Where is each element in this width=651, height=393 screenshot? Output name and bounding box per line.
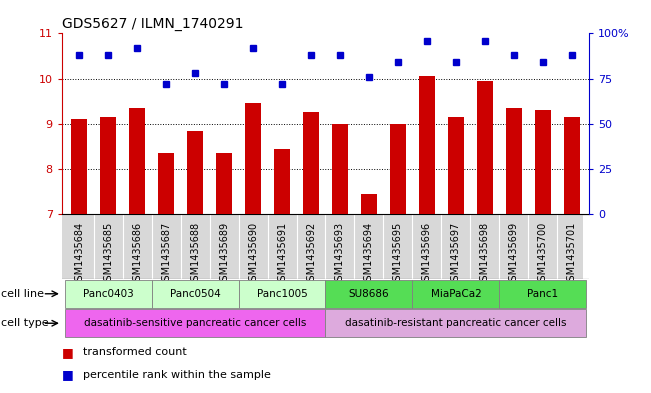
Bar [216, 153, 232, 214]
Text: GSM1435684: GSM1435684 [74, 222, 84, 287]
Text: dasatinib-sensitive pancreatic cancer cells: dasatinib-sensitive pancreatic cancer ce… [84, 318, 307, 328]
Text: GSM1435690: GSM1435690 [248, 222, 258, 287]
Bar [448, 117, 464, 214]
Text: GDS5627 / ILMN_1740291: GDS5627 / ILMN_1740291 [62, 17, 243, 31]
Text: Panc1: Panc1 [527, 289, 559, 299]
Bar [129, 108, 145, 214]
Text: cell line: cell line [1, 289, 44, 299]
FancyBboxPatch shape [326, 309, 587, 337]
Bar [187, 130, 203, 214]
FancyBboxPatch shape [413, 280, 499, 308]
FancyBboxPatch shape [152, 280, 238, 308]
Bar [477, 81, 493, 214]
FancyBboxPatch shape [499, 280, 587, 308]
Bar [419, 76, 435, 214]
Text: GSM1435700: GSM1435700 [538, 222, 547, 287]
Text: GSM1435698: GSM1435698 [480, 222, 490, 287]
Bar [390, 124, 406, 214]
Text: GSM1435693: GSM1435693 [335, 222, 345, 287]
Text: GSM1435687: GSM1435687 [161, 222, 171, 287]
Bar [100, 117, 116, 214]
Text: GSM1435701: GSM1435701 [567, 222, 577, 287]
Text: GSM1435696: GSM1435696 [422, 222, 432, 287]
Text: SU8686: SU8686 [349, 289, 389, 299]
Bar [303, 112, 319, 214]
FancyBboxPatch shape [62, 214, 583, 279]
Bar [535, 110, 551, 214]
Text: GSM1435691: GSM1435691 [277, 222, 287, 287]
Bar [332, 124, 348, 214]
Bar [506, 108, 522, 214]
Text: GSM1435685: GSM1435685 [104, 222, 113, 287]
Bar [158, 153, 174, 214]
Text: percentile rank within the sample: percentile rank within the sample [83, 370, 271, 380]
Text: ■: ■ [62, 346, 74, 359]
Text: GSM1435686: GSM1435686 [132, 222, 142, 287]
Bar [564, 117, 580, 214]
Bar [71, 119, 87, 214]
Text: GSM1435695: GSM1435695 [393, 222, 403, 287]
Text: ■: ■ [62, 368, 74, 381]
Text: dasatinib-resistant pancreatic cancer cells: dasatinib-resistant pancreatic cancer ce… [345, 318, 566, 328]
Text: GSM1435697: GSM1435697 [451, 222, 461, 287]
Text: transformed count: transformed count [83, 347, 186, 357]
Text: Panc0504: Panc0504 [170, 289, 221, 299]
FancyBboxPatch shape [238, 280, 326, 308]
FancyBboxPatch shape [64, 280, 152, 308]
Bar [274, 149, 290, 214]
Text: GSM1435689: GSM1435689 [219, 222, 229, 287]
Text: GSM1435692: GSM1435692 [306, 222, 316, 287]
Text: GSM1435694: GSM1435694 [364, 222, 374, 287]
Text: GSM1435688: GSM1435688 [190, 222, 200, 287]
Text: MiaPaCa2: MiaPaCa2 [430, 289, 481, 299]
Text: cell type: cell type [1, 318, 49, 328]
Bar [361, 194, 377, 214]
FancyBboxPatch shape [326, 280, 413, 308]
Text: GSM1435699: GSM1435699 [509, 222, 519, 287]
Text: Panc0403: Panc0403 [83, 289, 133, 299]
Text: Panc1005: Panc1005 [256, 289, 307, 299]
Bar [245, 103, 261, 214]
FancyBboxPatch shape [64, 309, 326, 337]
